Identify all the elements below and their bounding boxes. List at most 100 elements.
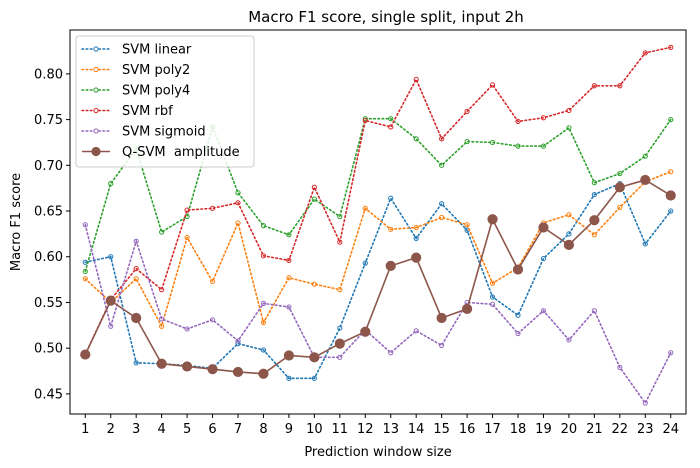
- data-point: [413, 224, 419, 231]
- data-point: [489, 301, 496, 307]
- data-point: [207, 364, 218, 375]
- x-tick-label: 1: [81, 422, 89, 437]
- x-tick-label: 4: [157, 422, 165, 437]
- data-point: [591, 191, 597, 198]
- data-point: [566, 231, 572, 237]
- legend-swatch-marker: [93, 46, 99, 52]
- y-tick-label: 0.75: [34, 113, 63, 128]
- data-point: [489, 82, 496, 88]
- data-point: [184, 207, 190, 213]
- legend-item: SVM rbf: [81, 104, 173, 119]
- data-point: [131, 312, 142, 324]
- data-point: [235, 338, 241, 344]
- data-point: [82, 268, 88, 274]
- series-layer: [80, 44, 676, 406]
- data-point: [487, 214, 498, 225]
- data-point: [311, 375, 317, 381]
- data-point: [260, 223, 267, 229]
- data-point: [515, 143, 521, 149]
- data-point: [235, 220, 241, 226]
- y-axis-label: Macro F1 score: [9, 173, 24, 271]
- data-point: [439, 162, 445, 168]
- series-0: [82, 181, 674, 381]
- legend-item: SVM poly2: [81, 63, 190, 78]
- data-point: [668, 350, 674, 356]
- data-point: [286, 275, 292, 281]
- x-tick-label: 19: [535, 422, 552, 437]
- data-point: [80, 349, 91, 360]
- x-tick-label: 6: [208, 422, 216, 437]
- data-point: [337, 239, 343, 245]
- legend-item: Q-SVM amplitude: [82, 145, 240, 160]
- data-point: [591, 180, 597, 186]
- data-point: [388, 195, 394, 201]
- data-point: [360, 326, 371, 337]
- data-point: [515, 118, 521, 125]
- legend-box: [75, 35, 255, 168]
- y-tick-label: 0.45: [34, 387, 63, 402]
- legend-swatch-marker: [93, 107, 99, 114]
- data-point: [436, 312, 447, 324]
- data-point: [591, 83, 597, 89]
- data-point: [388, 350, 394, 356]
- data-point: [309, 352, 320, 363]
- data-point: [617, 83, 623, 89]
- x-tick-label: 14: [408, 422, 425, 437]
- series-line: [84, 182, 672, 380]
- data-point: [82, 276, 88, 282]
- data-point: [388, 124, 394, 130]
- y-tick-label: 0.50: [34, 342, 63, 357]
- data-point: [286, 304, 292, 310]
- x-tick-label: 12: [357, 422, 374, 437]
- x-tick-label: 15: [433, 422, 450, 437]
- x-tick-label: 13: [382, 422, 399, 437]
- data-point: [209, 278, 216, 285]
- data-point: [489, 294, 496, 300]
- data-point: [489, 280, 496, 286]
- x-axis-label: Prediction window size: [304, 445, 451, 460]
- data-point: [337, 325, 343, 331]
- data-point: [286, 232, 292, 238]
- data-point: [156, 358, 167, 369]
- series-line: [84, 46, 672, 356]
- x-tick-label: 16: [459, 422, 476, 437]
- data-point: [133, 266, 139, 272]
- data-point: [589, 215, 600, 226]
- data-point: [260, 300, 267, 306]
- data-point: [461, 303, 473, 314]
- series-3: [82, 44, 674, 358]
- data-point: [538, 222, 549, 233]
- x-tick-label: 8: [259, 422, 267, 437]
- data-point: [668, 44, 674, 50]
- data-point: [260, 319, 267, 326]
- series-line: [84, 117, 672, 273]
- data-point: [283, 350, 295, 361]
- data-point: [413, 76, 419, 82]
- data-point: [566, 107, 572, 114]
- data-point: [311, 184, 317, 190]
- data-point: [439, 342, 445, 349]
- data-point: [566, 212, 572, 218]
- legend-item: SVM sigmoid: [81, 125, 206, 140]
- data-point: [566, 125, 572, 131]
- data-point: [337, 287, 343, 293]
- data-point: [184, 234, 190, 241]
- plot-frame: [69, 29, 687, 415]
- data-point: [362, 260, 368, 266]
- data-point: [105, 295, 116, 306]
- data-point: [362, 205, 368, 211]
- series-4: [82, 222, 674, 406]
- data-point: [642, 400, 648, 406]
- legend: SVM linear SVM poly2 SVM poly4 SVM rbf SVM s…: [75, 35, 255, 168]
- y-axis: 0.45 0.50 0.55 0.60 0.65 0.70 0.75 0.80: [34, 67, 70, 402]
- data-point: [133, 360, 139, 366]
- x-tick-label: 24: [662, 422, 679, 437]
- data-point: [334, 338, 345, 349]
- legend-label: SVM rbf: [122, 104, 173, 119]
- legend-item: SVM linear: [81, 43, 192, 58]
- data-point: [512, 264, 524, 275]
- data-point: [337, 213, 343, 220]
- data-point: [108, 254, 114, 260]
- data-point: [413, 328, 419, 334]
- data-point: [464, 138, 470, 145]
